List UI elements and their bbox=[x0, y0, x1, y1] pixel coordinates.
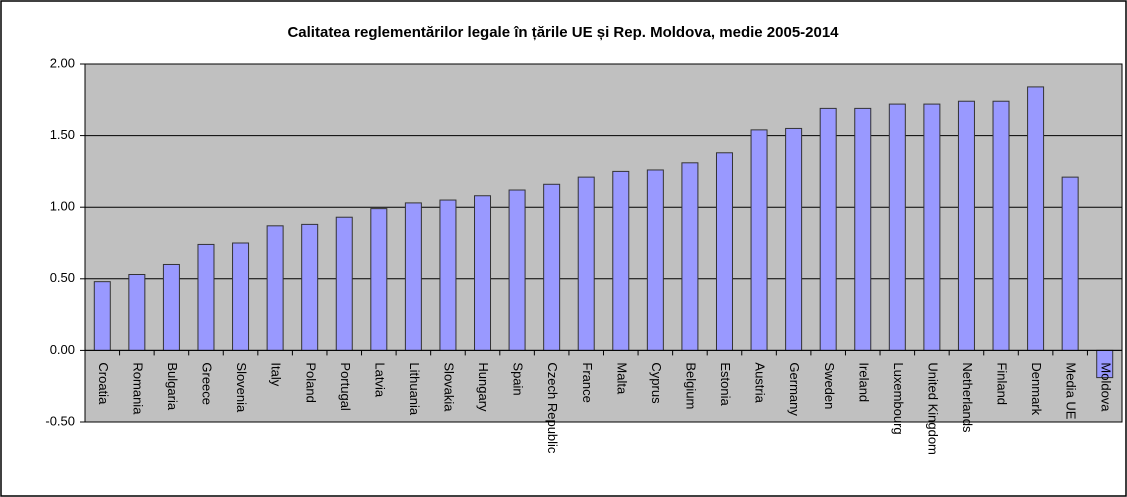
x-tick-label: Croatia bbox=[96, 362, 111, 405]
bar bbox=[646, 169, 664, 351]
bar bbox=[923, 103, 941, 351]
bar bbox=[957, 100, 975, 351]
bar bbox=[301, 223, 319, 351]
x-tick-label: Romania bbox=[130, 362, 145, 415]
y-tick-label: -0.50 bbox=[45, 413, 75, 428]
plot-area bbox=[85, 64, 1122, 422]
x-tick-label: Bulgaria bbox=[165, 362, 180, 410]
x-tick-label: Moldova bbox=[1098, 362, 1113, 412]
bar bbox=[335, 216, 353, 351]
bar bbox=[854, 107, 872, 351]
bar bbox=[992, 100, 1010, 351]
x-tick-label: Lithuania bbox=[407, 362, 422, 416]
x-tick-label: Slovakia bbox=[442, 362, 457, 412]
y-tick-label: 2.00 bbox=[50, 55, 75, 70]
bar bbox=[508, 189, 526, 351]
x-tick-label: United Kingdom bbox=[925, 362, 940, 454]
bar bbox=[577, 176, 595, 351]
x-tick-label: Belgium bbox=[683, 362, 698, 409]
x-tick-label: Ireland bbox=[856, 362, 871, 402]
x-tick-label: Greece bbox=[200, 362, 215, 405]
bar bbox=[715, 152, 733, 351]
bar bbox=[543, 183, 561, 351]
bar bbox=[474, 195, 492, 351]
bar bbox=[162, 263, 180, 351]
chart-title: Calitatea reglementărilor legale în țări… bbox=[287, 24, 839, 41]
y-tick-label: 1.50 bbox=[50, 127, 75, 142]
bar bbox=[128, 274, 146, 351]
bar bbox=[681, 162, 699, 351]
bar bbox=[197, 243, 215, 351]
bar bbox=[404, 202, 422, 351]
x-tick-label: Germany bbox=[787, 362, 802, 416]
bar bbox=[1061, 176, 1079, 351]
plot-border bbox=[84, 63, 1123, 423]
bar bbox=[439, 199, 457, 351]
bar bbox=[888, 103, 906, 351]
bar bbox=[612, 170, 630, 351]
bar bbox=[750, 129, 768, 351]
bar bbox=[266, 225, 284, 351]
x-tick-label: Hungary bbox=[476, 362, 491, 412]
x-tick-label: Latvia bbox=[372, 362, 387, 397]
bar bbox=[370, 208, 388, 351]
x-tick-label: Slovenia bbox=[234, 362, 249, 413]
bar bbox=[819, 107, 837, 351]
y-tick-label: 1.00 bbox=[50, 199, 75, 214]
x-tick-label: Malta bbox=[614, 362, 629, 395]
bar bbox=[1027, 86, 1045, 351]
x-tick-label: Finland bbox=[995, 362, 1010, 405]
x-tick-label: Media UE bbox=[1064, 362, 1079, 419]
x-tick-label: Sweden bbox=[822, 362, 837, 409]
bar bbox=[232, 242, 250, 351]
x-tick-label: Spain bbox=[511, 362, 526, 395]
x-tick-label: Austria bbox=[753, 362, 768, 403]
x-tick-label: Cyprus bbox=[649, 362, 664, 404]
x-tick-label: Luxembourg bbox=[891, 362, 906, 434]
bar bbox=[93, 281, 111, 351]
x-tick-label: Portugal bbox=[338, 362, 353, 411]
x-tick-label: Denmark bbox=[1029, 362, 1044, 415]
bar bbox=[785, 127, 803, 351]
y-tick-label: 0.00 bbox=[50, 342, 75, 357]
x-tick-label: France bbox=[580, 362, 595, 402]
x-tick-label: Estonia bbox=[718, 362, 733, 406]
y-tick-label: 0.50 bbox=[50, 270, 75, 285]
x-tick-label: Poland bbox=[303, 362, 318, 402]
x-tick-label: Italy bbox=[269, 362, 284, 386]
x-tick-label: Netherlands bbox=[960, 362, 975, 433]
x-tick-label: Czech Republic bbox=[545, 362, 560, 454]
